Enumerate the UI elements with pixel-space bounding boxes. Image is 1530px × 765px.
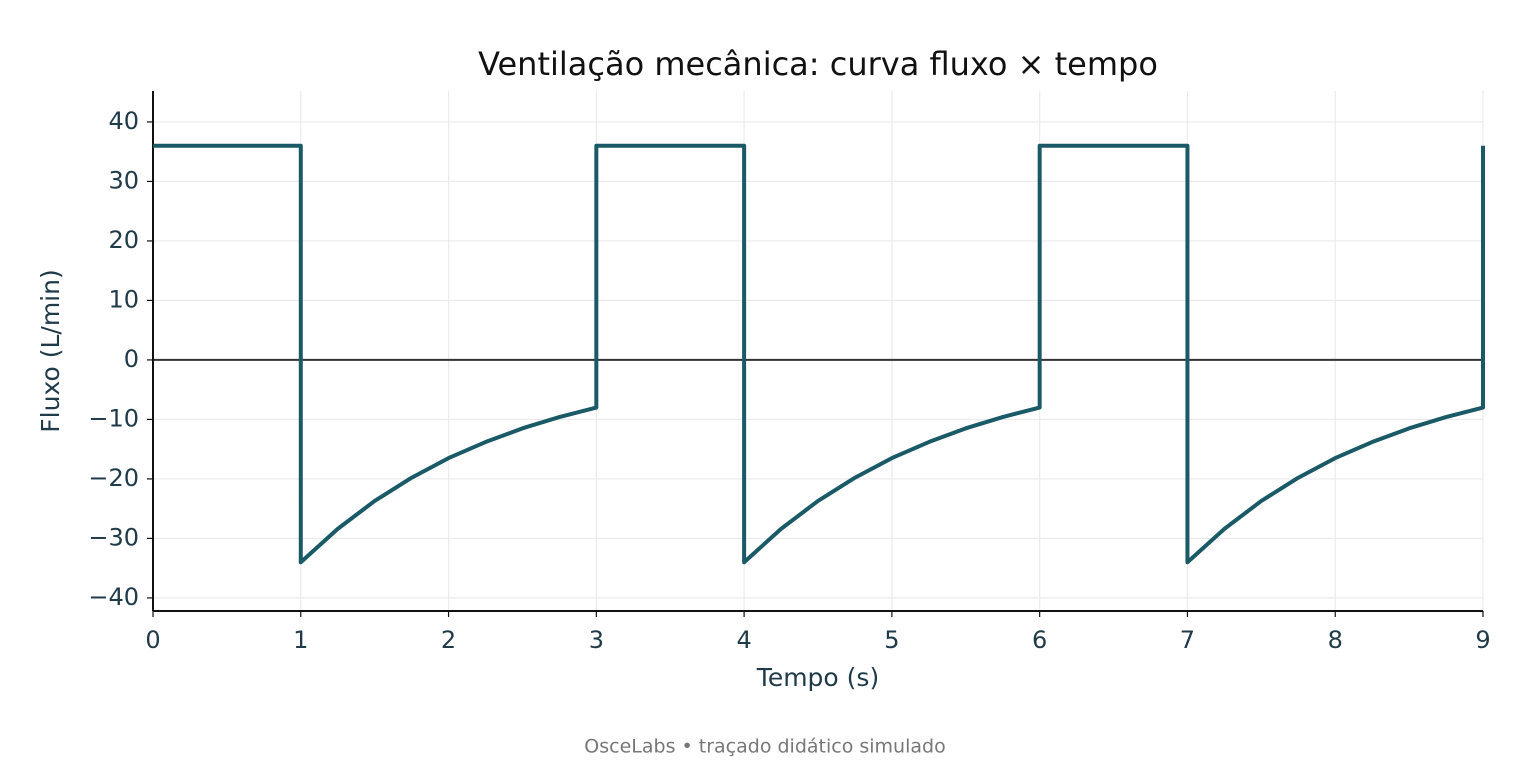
y-tick-label: −10	[88, 404, 139, 432]
footnote: OsceLabs • traçado didático simulado	[584, 736, 945, 758]
y-tick-label: −40	[88, 583, 139, 611]
x-tick-label: 2	[441, 626, 456, 654]
x-axis-label: Tempo (s)	[756, 663, 879, 692]
x-tick-label: 8	[1328, 626, 1343, 654]
x-tick-label: 1	[293, 626, 308, 654]
y-tick-label: 30	[108, 166, 139, 194]
y-tick-label: −30	[88, 523, 139, 551]
chart-title: Ventilação mecânica: curva fluxo × tempo	[478, 45, 1158, 83]
x-tick-label: 6	[1032, 626, 1047, 654]
y-tick-label: 20	[108, 226, 139, 254]
y-tick-label: 0	[124, 345, 139, 373]
y-axis-label: Fluxo (L/min)	[36, 269, 65, 432]
x-tick-label: 7	[1180, 626, 1195, 654]
x-tick-label: 5	[884, 626, 899, 654]
x-tick-label: 0	[145, 626, 160, 654]
x-tick-label: 9	[1475, 626, 1490, 654]
y-tick-label: 10	[108, 285, 139, 313]
flow-line	[153, 143, 1485, 565]
y-tick-label: 40	[108, 107, 139, 135]
x-tick-label: 3	[589, 626, 604, 654]
y-tick-label: −20	[88, 464, 139, 492]
x-tick-label: 4	[736, 626, 751, 654]
